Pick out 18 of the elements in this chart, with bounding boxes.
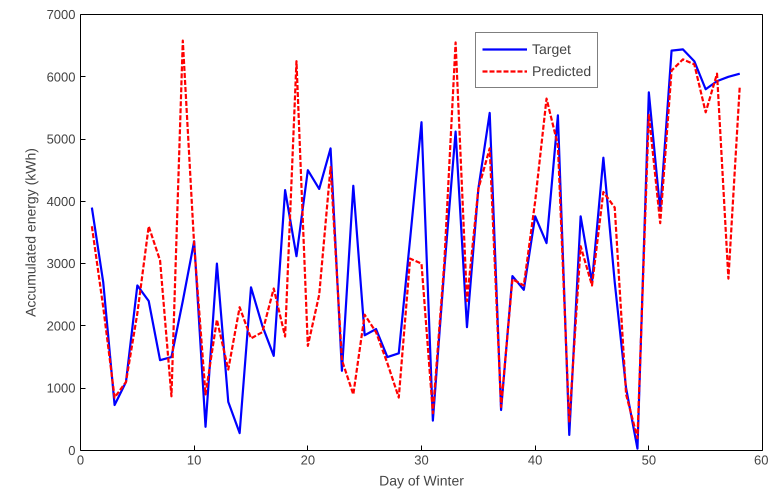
x-tick-label: 10 — [186, 452, 202, 468]
x-tick-label: 20 — [300, 452, 316, 468]
x-tick-label: 30 — [414, 452, 429, 468]
x-tick-label: 40 — [528, 452, 542, 468]
x-tick-label: 50 — [642, 452, 656, 468]
y-tick-label: 5000 — [46, 132, 76, 147]
legend-label: Target — [532, 41, 571, 57]
y-tick-label: 0 — [68, 443, 76, 458]
y-tick-label: 6000 — [46, 69, 76, 84]
y-tick-label: 3000 — [46, 256, 76, 272]
y-tick-label: 4000 — [46, 194, 76, 209]
legend-label: Predicted — [532, 63, 592, 79]
y-tick-label: 7000 — [46, 7, 76, 22]
y-tick-label: 2000 — [46, 318, 76, 334]
x-axis-title: Day of Winter — [379, 472, 464, 488]
x-tick-label: 60 — [754, 452, 768, 468]
y-tick-label: 1000 — [46, 380, 76, 396]
y-axis-title: Accumulated energy (kWh) — [22, 148, 39, 317]
